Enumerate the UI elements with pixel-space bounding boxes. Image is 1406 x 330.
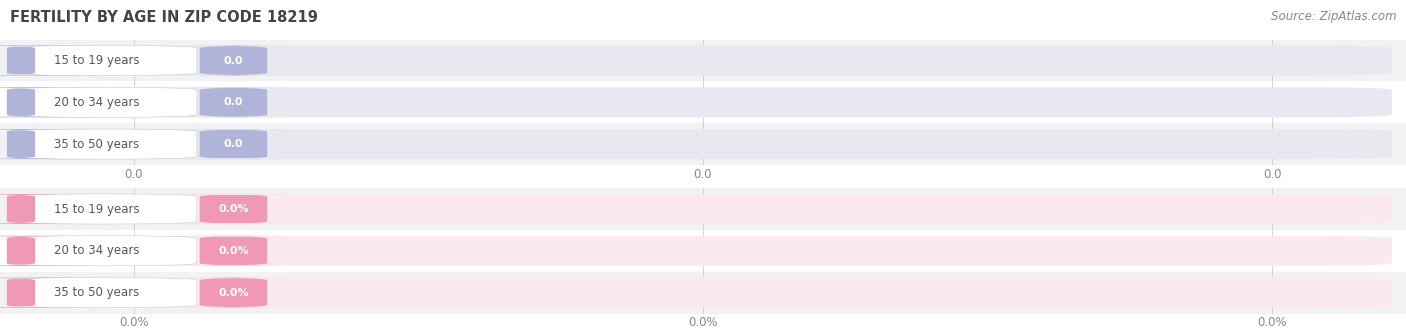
Text: 0.0: 0.0: [224, 97, 243, 107]
FancyBboxPatch shape: [176, 236, 291, 266]
Text: 20 to 34 years: 20 to 34 years: [53, 96, 139, 109]
Text: 0.0%: 0.0%: [218, 288, 249, 298]
Bar: [0, 272, 1406, 314]
Text: 0.0: 0.0: [224, 55, 243, 65]
FancyBboxPatch shape: [7, 46, 197, 76]
FancyBboxPatch shape: [7, 278, 1392, 308]
Bar: [0, 82, 1406, 123]
Text: 0.0: 0.0: [224, 139, 243, 149]
FancyBboxPatch shape: [7, 194, 197, 224]
FancyBboxPatch shape: [0, 194, 98, 224]
Bar: [0, 188, 1406, 230]
FancyBboxPatch shape: [176, 278, 291, 308]
Bar: [0, 230, 1406, 272]
FancyBboxPatch shape: [7, 129, 197, 159]
FancyBboxPatch shape: [176, 129, 291, 159]
Text: 15 to 19 years: 15 to 19 years: [53, 203, 139, 215]
FancyBboxPatch shape: [0, 87, 98, 117]
FancyBboxPatch shape: [176, 194, 291, 224]
Text: 35 to 50 years: 35 to 50 years: [53, 138, 139, 150]
FancyBboxPatch shape: [7, 236, 197, 266]
FancyBboxPatch shape: [7, 87, 197, 117]
FancyBboxPatch shape: [7, 236, 1392, 266]
FancyBboxPatch shape: [7, 46, 1392, 76]
Text: 35 to 50 years: 35 to 50 years: [53, 286, 139, 299]
Text: Source: ZipAtlas.com: Source: ZipAtlas.com: [1271, 10, 1396, 23]
Text: FERTILITY BY AGE IN ZIP CODE 18219: FERTILITY BY AGE IN ZIP CODE 18219: [10, 10, 318, 25]
FancyBboxPatch shape: [176, 46, 291, 76]
Bar: [0, 123, 1406, 165]
FancyBboxPatch shape: [7, 129, 1392, 159]
FancyBboxPatch shape: [7, 87, 1392, 117]
Bar: [0, 40, 1406, 82]
Text: 0.0%: 0.0%: [218, 204, 249, 214]
FancyBboxPatch shape: [7, 278, 197, 308]
Text: 15 to 19 years: 15 to 19 years: [53, 54, 139, 67]
Text: 0.0%: 0.0%: [218, 246, 249, 256]
FancyBboxPatch shape: [0, 278, 98, 308]
Text: 20 to 34 years: 20 to 34 years: [53, 244, 139, 257]
FancyBboxPatch shape: [7, 194, 1392, 224]
FancyBboxPatch shape: [0, 46, 98, 76]
FancyBboxPatch shape: [176, 87, 291, 117]
FancyBboxPatch shape: [0, 236, 98, 266]
FancyBboxPatch shape: [0, 129, 98, 159]
